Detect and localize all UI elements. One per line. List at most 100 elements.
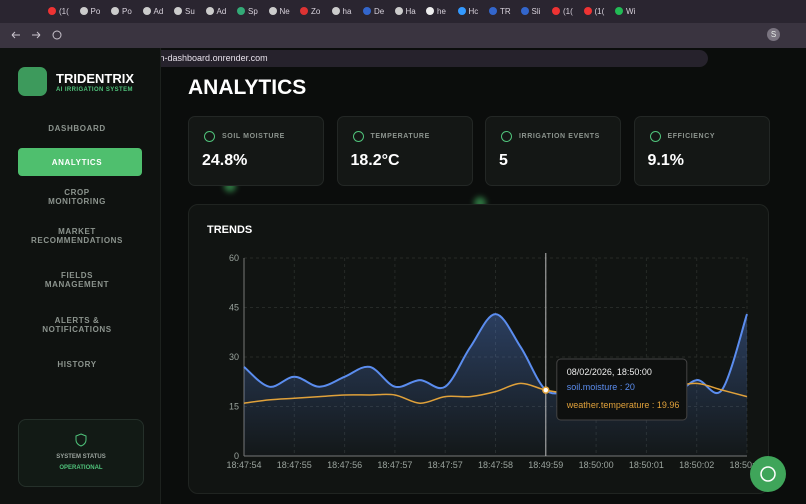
x-tick-label: 18:49:59 bbox=[528, 460, 563, 470]
tab[interactable]: he bbox=[426, 6, 446, 18]
tab-icon bbox=[426, 7, 434, 15]
y-tick-label: 60 bbox=[229, 253, 239, 263]
nav-item[interactable]: HISTORY bbox=[57, 360, 97, 369]
tab-title: Po bbox=[122, 7, 132, 16]
tooltip-title: 08/02/2026, 18:50:00 bbox=[567, 367, 652, 377]
card-value: 9.1% bbox=[647, 152, 684, 169]
hover-dot bbox=[542, 386, 550, 394]
tab[interactable]: Ad bbox=[142, 6, 163, 18]
status-label: SYSTEM STATUS bbox=[56, 454, 106, 460]
x-tick-label: 18:47:54 bbox=[226, 460, 261, 470]
tab-icon bbox=[394, 7, 403, 15]
x-tick-label: 18:50:03 bbox=[729, 460, 764, 470]
y-tick-label: 30 bbox=[229, 352, 239, 362]
tab-bar: (1( Po Po Ad Su Ad Sp Ne Zo ha De Ha he Hc TR Sli (1( (1(… bbox=[0, 0, 806, 23]
tab-title: Su bbox=[185, 7, 195, 16]
tab-icon bbox=[520, 7, 529, 15]
x-tick-label: 18:47:55 bbox=[277, 460, 312, 470]
profile[interactable]: S bbox=[767, 28, 780, 41]
tab-title: Zo bbox=[311, 7, 321, 16]
tab-icon bbox=[237, 7, 245, 15]
status-box: SYSTEM STATUS OPERATIONAL bbox=[18, 419, 144, 487]
shield-icon bbox=[75, 433, 87, 447]
tab-title: Po bbox=[90, 7, 101, 16]
nav-item[interactable]: DASHBOARD bbox=[48, 124, 106, 133]
tab-icon bbox=[552, 7, 560, 15]
x-tick-label: 18:47:57 bbox=[428, 460, 463, 470]
tab-icon bbox=[142, 7, 151, 15]
tab-title: Ad bbox=[216, 7, 227, 16]
y-tick-label: 15 bbox=[229, 402, 239, 412]
chart: TRENDS 0 15 30 45 60 18:47:54 18:47:55 18:47:56… bbox=[207, 224, 765, 470]
tab[interactable]: Wi bbox=[615, 6, 635, 18]
tab[interactable]: TR bbox=[489, 6, 511, 18]
stat-card: EFFICIENCY 9.1% bbox=[633, 116, 770, 186]
tab[interactable]: Zo bbox=[300, 6, 320, 18]
tab[interactable]: (1( bbox=[48, 6, 69, 18]
tab[interactable]: Ne bbox=[268, 6, 290, 18]
tab[interactable]: Ad bbox=[205, 6, 227, 18]
tab[interactable]: Su bbox=[174, 6, 195, 18]
tab-icon bbox=[111, 7, 119, 15]
tab-icon bbox=[205, 7, 214, 15]
tab-icon bbox=[457, 7, 466, 15]
tab[interactable]: (1( bbox=[552, 6, 573, 18]
chat-button[interactable] bbox=[750, 456, 786, 492]
tab-icon bbox=[489, 7, 497, 15]
nav-buttons[interactable] bbox=[6, 27, 62, 44]
tab-icon bbox=[268, 7, 277, 15]
card-icon bbox=[352, 131, 364, 142]
card-label: SOIL MOISTURE bbox=[222, 133, 285, 140]
tab-icon bbox=[174, 7, 182, 15]
tab-icon bbox=[363, 7, 371, 15]
tab-title: (1( bbox=[59, 7, 69, 16]
nav-item[interactable]: ANALYTICS bbox=[18, 148, 142, 176]
y-tick-label: 45 bbox=[229, 303, 239, 313]
tab[interactable]: Sli bbox=[520, 6, 540, 18]
tab-title: Ha bbox=[405, 7, 416, 16]
tab-title: (1( bbox=[563, 7, 573, 16]
nav-item[interactable]: CROP MONITORING bbox=[48, 187, 106, 206]
tab[interactable]: (1( bbox=[583, 6, 605, 18]
tab[interactable]: ha bbox=[331, 6, 351, 18]
x-tick-label: 18:47:56 bbox=[327, 460, 362, 470]
stat-card: IRRIGATION EVENTS 5 bbox=[485, 116, 621, 186]
y-tick-label: 0 bbox=[234, 451, 239, 461]
stat-card: TEMPERATURE 18.2°C bbox=[336, 116, 473, 186]
nav-item[interactable]: FIELDS MANAGEMENT bbox=[44, 271, 110, 289]
card-label: TEMPERATURE bbox=[370, 133, 430, 140]
tab[interactable]: Po bbox=[79, 6, 101, 18]
tab-title: TR bbox=[500, 7, 511, 16]
tooltip-line: soil.moisture : 20 bbox=[567, 382, 635, 392]
card-label: IRRIGATION EVENTS bbox=[519, 133, 600, 140]
tab[interactable]: Po bbox=[111, 6, 132, 18]
tooltip-line: weather.temperature : 19.96 bbox=[566, 400, 680, 410]
stat-card: SOIL MOISTURE 24.8% bbox=[188, 116, 324, 186]
tab-title: Hc bbox=[468, 7, 479, 16]
tab-icon bbox=[79, 7, 88, 15]
nav-item[interactable]: MARKET RECOMMENDATIONS bbox=[31, 227, 123, 245]
card-value: 24.8% bbox=[202, 152, 248, 169]
tab-title: (1( bbox=[594, 7, 605, 16]
x-tick-label: 18:47:57 bbox=[377, 460, 412, 470]
tab-title: Wi bbox=[626, 7, 636, 16]
tab[interactable]: Hc bbox=[457, 6, 479, 18]
logo bbox=[18, 67, 47, 96]
chart-title: TRENDS bbox=[207, 224, 252, 236]
tab-icon bbox=[615, 7, 623, 15]
chart-card: TRENDS 0 15 30 45 60 18:47:54 18:47:55 18:47:56… bbox=[188, 204, 769, 494]
tooltip bbox=[556, 358, 688, 421]
tab[interactable]: Sp bbox=[237, 6, 258, 18]
x-tick-label: 18:50:02 bbox=[679, 460, 714, 470]
card-value: 18.2°C bbox=[350, 152, 400, 169]
tab[interactable]: De bbox=[363, 6, 384, 18]
card-icon bbox=[649, 131, 661, 142]
nav-item[interactable]: ALERTS & NOTIFICATIONS bbox=[42, 316, 112, 334]
tab[interactable]: Ha bbox=[394, 6, 416, 18]
tab-title: Sp bbox=[248, 7, 258, 16]
tab-icon bbox=[583, 7, 592, 15]
card-label: EFFICIENCY bbox=[667, 133, 716, 140]
url-field[interactable]: techsprint-irrigation-dashboard.onrender… bbox=[66, 50, 708, 67]
status-value: OPERATIONAL bbox=[59, 465, 103, 471]
